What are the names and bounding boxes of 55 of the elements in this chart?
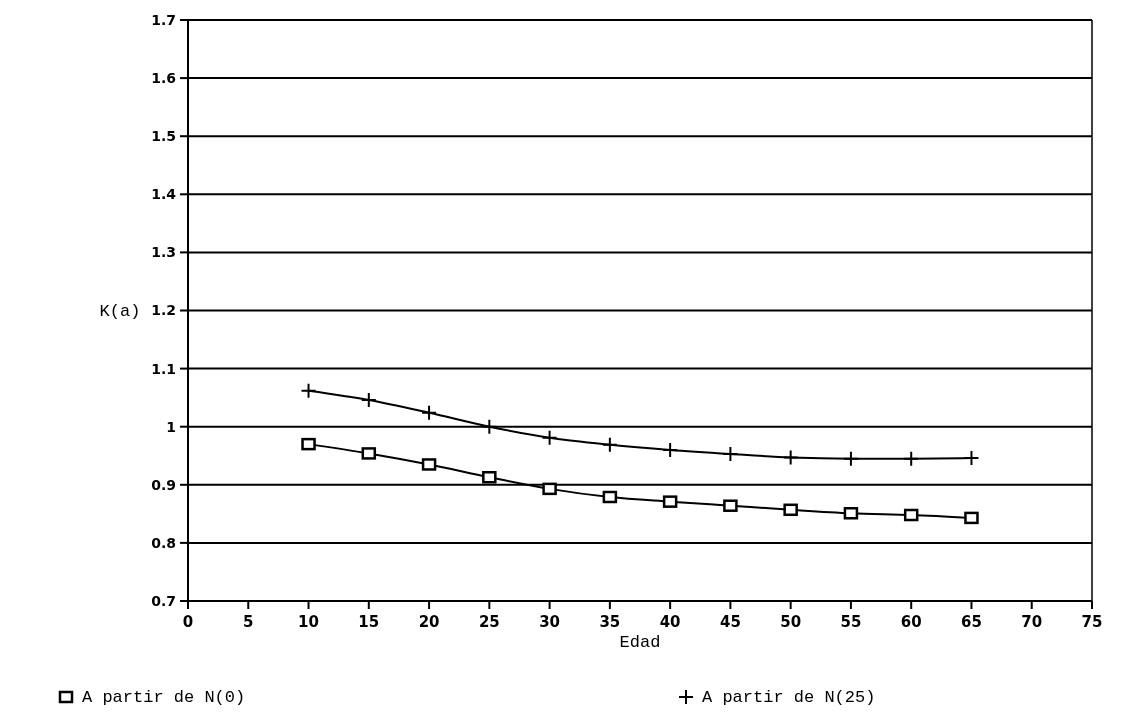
x-axis-title: Edad — [619, 633, 661, 652]
point — [602, 490, 618, 504]
point — [542, 482, 557, 496]
x-tick-label: 65 — [961, 613, 982, 631]
x-tick-label: 10 — [298, 613, 319, 631]
point — [360, 391, 377, 408]
x-tick-label: 50 — [780, 613, 802, 631]
point — [782, 449, 799, 466]
x-tick-label: 75 — [1081, 613, 1103, 631]
x-tick-label: 35 — [599, 613, 621, 631]
point — [903, 508, 919, 522]
point — [481, 418, 498, 435]
y-tick-label: 0.8 — [151, 534, 176, 551]
y-tick-label: 1.5 — [151, 128, 176, 145]
x-tick-label: 20 — [418, 613, 440, 631]
point — [541, 429, 558, 446]
point — [843, 507, 859, 520]
point — [722, 446, 739, 463]
y-axis-title: K(a) — [99, 302, 141, 322]
y-tick-label: 1.2 — [151, 302, 176, 319]
x-tick-label: 40 — [659, 613, 681, 631]
point — [842, 450, 859, 467]
x-tick-label: 25 — [478, 613, 500, 631]
x-tick-label: 45 — [719, 613, 741, 631]
legend-label: A partir de N(25) — [702, 688, 876, 707]
x-tick-label: 70 — [1021, 613, 1043, 631]
point — [361, 447, 377, 460]
point — [421, 458, 437, 471]
x-tick-label: 30 — [539, 613, 561, 631]
x-tick-label: 60 — [900, 613, 922, 631]
x-tick-label: 55 — [840, 613, 862, 631]
y-tick-label: 1 — [166, 418, 176, 435]
x-tick-label: 0 — [182, 613, 194, 631]
y-tick-label: 1.6 — [151, 70, 176, 86]
y-tick-label: 1.1 — [151, 360, 176, 377]
x-tick-label: 15 — [358, 613, 380, 631]
point — [723, 499, 738, 512]
point — [903, 450, 920, 467]
x-tick-label: 5 — [243, 613, 254, 631]
point — [964, 511, 979, 525]
point — [963, 450, 980, 467]
point — [662, 495, 678, 508]
y-tick-label: 1.7 — [151, 11, 176, 28]
y-tick-label: 0.7 — [151, 592, 176, 609]
point — [301, 437, 316, 451]
point — [421, 404, 438, 421]
y-tick-label: 1.3 — [151, 244, 176, 261]
legend-label: A partir de N(0) — [82, 688, 246, 707]
y-tick-label: 1.4 — [151, 186, 177, 203]
point — [482, 471, 497, 484]
point — [601, 436, 618, 453]
point — [300, 382, 317, 399]
point — [662, 441, 679, 458]
y-tick-label: 0.9 — [151, 476, 176, 493]
point — [783, 503, 798, 517]
